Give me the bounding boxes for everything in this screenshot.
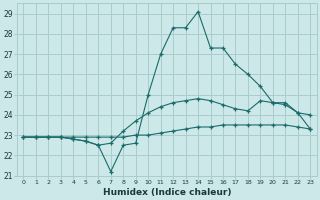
- X-axis label: Humidex (Indice chaleur): Humidex (Indice chaleur): [103, 188, 231, 197]
